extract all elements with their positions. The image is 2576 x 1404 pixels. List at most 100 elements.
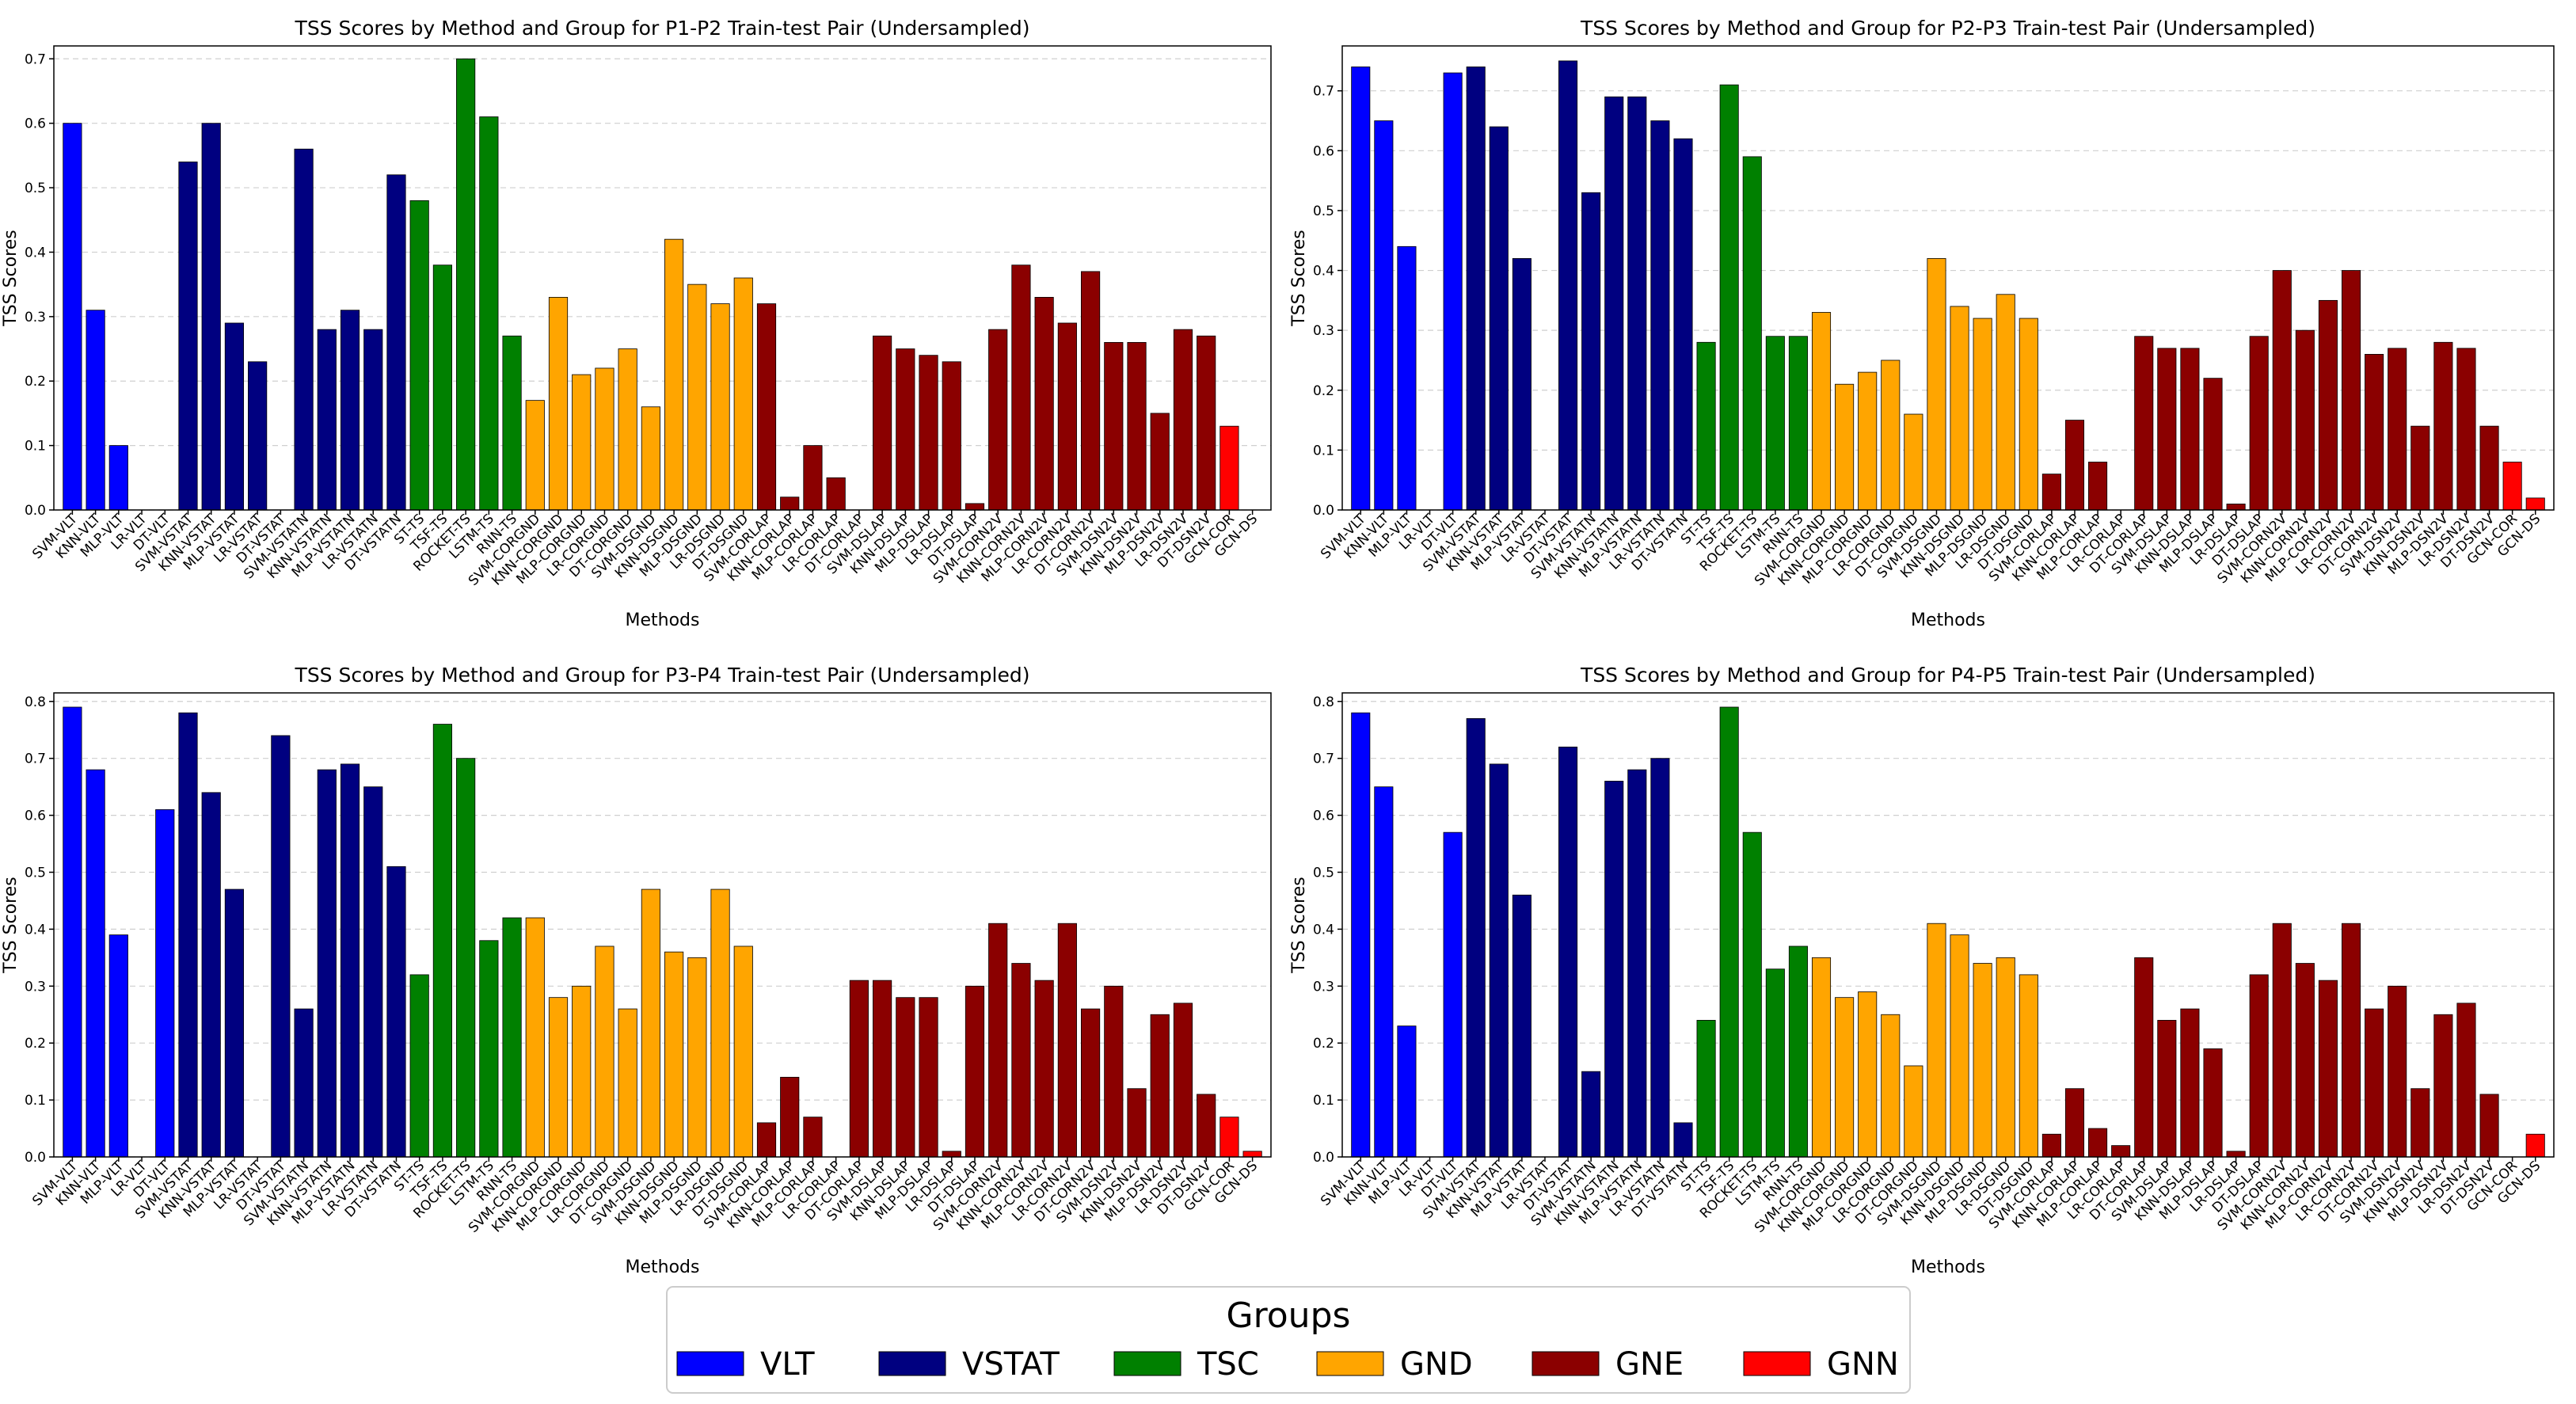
y-tick-label: 0.4 xyxy=(25,245,46,261)
bar-dt-corlap xyxy=(2134,336,2154,511)
y-tick-label: 0.1 xyxy=(25,1093,46,1109)
bar-mlp-vstatn xyxy=(340,763,360,1158)
bar-knn-corn2v xyxy=(2295,963,2315,1158)
bar-lr-dsgnd xyxy=(1996,294,2015,511)
legend-label-vstat: VSTAT xyxy=(962,1346,1060,1383)
bar-knn-dslap xyxy=(2180,348,2200,511)
bar-svm-corgnd xyxy=(525,400,545,511)
bar-svm-dsgnd xyxy=(1927,923,1946,1158)
chart-title: TSS Scores by Method and Group for P2-P3… xyxy=(1580,17,2315,40)
bar-knn-dsgnd xyxy=(664,238,684,511)
bar-lr-corgnd xyxy=(595,367,615,511)
bar-lstm-ts xyxy=(479,940,499,1158)
bar-tsf-ts xyxy=(1719,84,1739,511)
chart-p3-p4: TSS Scores by Method and Group for P3-P4… xyxy=(1,664,1272,1277)
bar-svm-vstatn xyxy=(294,1008,314,1158)
bar-dt-dsn2v xyxy=(2479,425,2499,511)
bar-dt-dsn2v xyxy=(1197,335,1216,511)
y-tick-label: 0.3 xyxy=(25,979,46,995)
bar-dt-corn2v xyxy=(1080,271,1101,511)
legend-swatch-vlt xyxy=(676,1351,744,1376)
bar-svm-dslap xyxy=(873,335,892,511)
bar-svm-corgnd xyxy=(1811,312,1832,511)
bar-mlp-corgnd xyxy=(572,374,592,511)
bar-gcn-cor xyxy=(2502,462,2522,511)
bar-lr-vstatn xyxy=(363,786,383,1158)
y-tick-label: 0.0 xyxy=(1313,1150,1334,1166)
bar-dt-dslap xyxy=(2249,336,2269,511)
bar-lr-vstat xyxy=(248,361,268,511)
bar-svm-corgnd xyxy=(525,917,545,1158)
y-tick-label: 0.5 xyxy=(1313,865,1334,881)
bar-knn-vstat xyxy=(201,123,221,511)
y-tick-label: 0.7 xyxy=(1313,84,1334,100)
y-axis-label: TSS Scores xyxy=(1289,230,1309,326)
x-axis-label: Methods xyxy=(1911,1258,1985,1277)
legend-label-gnd: GND xyxy=(1400,1346,1473,1383)
bar-rnn-ts xyxy=(502,917,522,1158)
bar-mlp-vstatn xyxy=(1627,769,1647,1158)
y-tick-label: 0.6 xyxy=(25,116,46,132)
bar-knn-dslap xyxy=(2180,1008,2200,1158)
bar-knn-corn2v xyxy=(1011,264,1031,511)
bar-dt-dsgnd xyxy=(733,946,753,1158)
bar-tsf-ts xyxy=(432,724,452,1158)
y-tick-label: 0.2 xyxy=(1313,1036,1334,1052)
axes-frame xyxy=(1341,45,2555,511)
bar-svm-dslap xyxy=(873,980,892,1158)
axes-frame xyxy=(1341,692,2555,1158)
axes-frame xyxy=(53,45,1272,511)
bar-st-ts xyxy=(1696,341,1716,511)
y-tick-label: 0.0 xyxy=(25,1150,46,1166)
bar-knn-corlap xyxy=(780,1076,800,1158)
bar-dt-corgnd xyxy=(618,1008,637,1158)
y-tick-label: 0.6 xyxy=(1313,809,1334,824)
bar-knn-corgnd xyxy=(1835,997,1855,1158)
bar-mlp-corn2v xyxy=(2318,980,2338,1158)
chart-title: TSS Scores by Method and Group for P1-P2… xyxy=(295,17,1030,40)
bar-dt-vstatn xyxy=(386,866,406,1158)
bar-lr-corn2v xyxy=(2341,923,2361,1158)
bar-lr-dslap xyxy=(942,1151,961,1158)
y-axis-label: TSS Scores xyxy=(1,230,21,326)
y-tick-label: 0.7 xyxy=(1313,751,1334,767)
bar-lr-corgnd xyxy=(1881,1014,1901,1158)
bar-gcn-ds xyxy=(2525,497,2545,511)
bar-knn-vstatn xyxy=(317,329,337,511)
bar-svm-dsn2v xyxy=(2388,985,2407,1158)
bar-dt-dsn2v xyxy=(1197,1094,1216,1158)
y-tick-label: 0.0 xyxy=(25,503,46,519)
bar-svm-corlap xyxy=(2041,1133,2061,1158)
chart-title: TSS Scores by Method and Group for P4-P5… xyxy=(1580,664,2315,687)
y-tick-label: 0.0 xyxy=(1313,503,1334,519)
bar-mlp-corn2v xyxy=(1034,297,1054,511)
bar-lstm-ts xyxy=(479,116,499,511)
bar-dt-corn2v xyxy=(1080,1008,1101,1158)
bar-svm-dsgnd xyxy=(641,888,660,1158)
bar-mlp-vstatn xyxy=(1627,96,1647,511)
bar-mlp-vlt xyxy=(1397,1025,1417,1158)
bar-gcn-ds xyxy=(2525,1133,2545,1158)
bar-dt-dslap xyxy=(2249,974,2269,1158)
bar-lr-dslap xyxy=(2226,1151,2246,1158)
bar-svm-vstatn xyxy=(1581,1071,1601,1158)
y-tick-label: 0.8 xyxy=(1313,694,1334,710)
bar-knn-vlt xyxy=(86,769,105,1158)
bar-rocket-ts xyxy=(1742,156,1762,511)
bar-svm-corlap xyxy=(756,1122,777,1158)
bar-rnn-ts xyxy=(502,335,522,511)
y-tick-label: 0.3 xyxy=(1313,323,1334,339)
bar-knn-vstat xyxy=(201,792,221,1158)
bar-knn-dsgnd xyxy=(664,951,684,1158)
bar-mlp-vstat xyxy=(1512,258,1532,511)
axes-frame xyxy=(53,692,1272,1158)
bar-knn-corlap xyxy=(780,497,800,511)
bar-knn-corgnd xyxy=(548,997,569,1158)
chart-title: TSS Scores by Method and Group for P3-P4… xyxy=(295,664,1030,687)
bar-lr-vstatn xyxy=(1650,758,1670,1158)
bar-knn-dslap xyxy=(896,348,915,511)
legend-label-gnn: GNN xyxy=(1827,1346,1899,1383)
x-axis-label: Methods xyxy=(626,611,700,630)
y-tick-label: 0.1 xyxy=(1313,1093,1334,1109)
